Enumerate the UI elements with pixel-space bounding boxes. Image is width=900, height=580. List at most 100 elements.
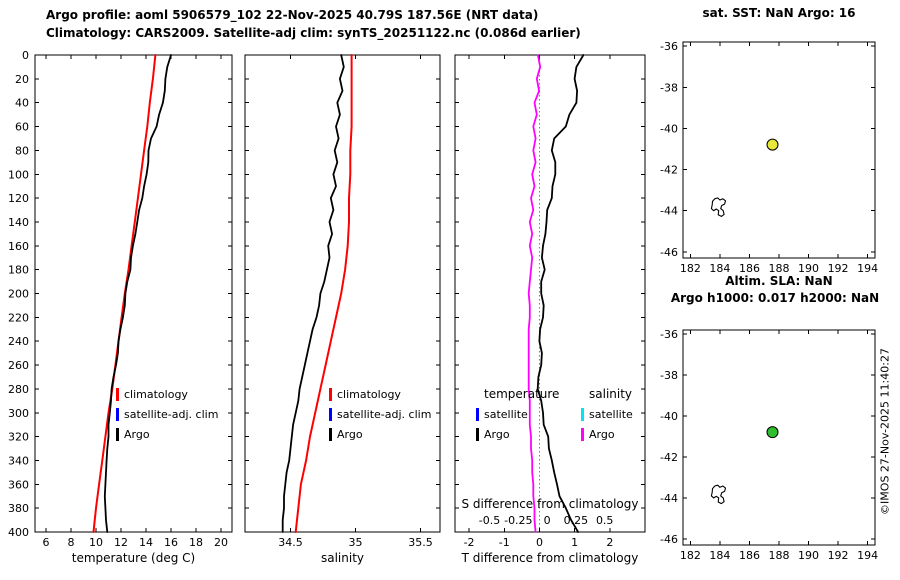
svg-text:35: 35 [349, 536, 363, 549]
svg-text:-0.5: -0.5 [479, 514, 500, 527]
svg-text:184: 184 [709, 262, 730, 275]
climatology-temperature-line [92, 54, 157, 533]
s-argo-line-swatch [581, 427, 584, 441]
svg-text:-0.25: -0.25 [504, 514, 532, 527]
svg-text:340: 340 [8, 454, 29, 467]
legend-label-s-satellite: satellite [589, 407, 633, 421]
legend-item-s-argo: Argo [581, 424, 633, 444]
t-difference-axis-label: T difference from climatology [461, 551, 639, 565]
climatology-line-swatch [116, 387, 119, 401]
sla-map: 182 184 186 188 190 192 194 -36 -38 -40 -42 -44 -46 [660, 328, 878, 562]
argo-temperature-line [103, 54, 172, 533]
legend-item-climatology: climatology [329, 384, 431, 404]
svg-text:100: 100 [8, 168, 29, 181]
svg-text:0.25: 0.25 [564, 514, 589, 527]
svg-text:12: 12 [114, 536, 128, 549]
t-satellite-line-swatch [476, 407, 479, 421]
svg-text:0.5: 0.5 [596, 514, 614, 527]
legend-item-s-satellite: satellite [581, 404, 633, 424]
coastline [710, 484, 727, 505]
svg-text:2: 2 [606, 536, 613, 549]
legend-item-argo: Argo [116, 424, 218, 444]
svg-text:188: 188 [769, 549, 790, 562]
temperature-panel: 6 8 10 12 14 16 18 2002040608010012014016018020… [8, 49, 233, 549]
svg-text:-46: -46 [660, 533, 678, 546]
svg-text:14: 14 [139, 536, 153, 549]
svg-text:190: 190 [798, 262, 819, 275]
svg-text:-44: -44 [660, 205, 678, 218]
difference-legend-temperature: temperature satellite Argo [476, 384, 559, 444]
climatology-line-swatch [329, 387, 332, 401]
legend-label-argo: Argo [124, 427, 150, 441]
salinity-panel: 34.5 35 35.5 [244, 54, 441, 549]
t-argo-line-swatch [476, 427, 479, 441]
s-difference-line [527, 54, 542, 533]
copyright-watermark: ©IMOS 27-Nov-2025 11:40:27 [878, 348, 892, 515]
svg-text:320: 320 [8, 431, 29, 444]
satellite-adj-clim-line-swatch [116, 407, 119, 421]
svg-text:300: 300 [8, 407, 29, 420]
svg-text:182: 182 [680, 262, 701, 275]
svg-text:6: 6 [43, 536, 50, 549]
svg-text:140: 140 [8, 216, 29, 229]
svg-text:-40: -40 [660, 122, 678, 135]
svg-text:120: 120 [8, 192, 29, 205]
svg-text:-1: -1 [499, 536, 510, 549]
s-difference-axis-label: S difference from climatology [461, 497, 639, 511]
svg-text:186: 186 [739, 262, 760, 275]
legend-item-t-argo: Argo [476, 424, 559, 444]
legend-label-climatology: climatology [337, 387, 401, 401]
svg-text:184: 184 [709, 549, 730, 562]
svg-text:260: 260 [8, 359, 29, 372]
legend-label-satellite-adj-clim: satellite-adj. clim [337, 407, 432, 421]
sla-map-title: Altim. SLA: NaN [725, 274, 833, 288]
svg-text:194: 194 [857, 262, 878, 275]
svg-text:20: 20 [15, 73, 29, 86]
salinity-legend: climatology satellite-adj. clim Argo [329, 384, 431, 444]
s-satellite-line-swatch [581, 407, 584, 421]
svg-text:8: 8 [68, 536, 75, 549]
svg-text:20: 20 [214, 536, 228, 549]
difference-legend-temperature-header: temperature [484, 387, 560, 401]
svg-text:-2: -2 [464, 536, 475, 549]
svg-text:-38: -38 [660, 81, 678, 94]
legend-label-satellite-adj-clim: satellite-adj. clim [124, 407, 219, 421]
svg-text:60: 60 [15, 121, 29, 134]
legend-item-argo: Argo [329, 424, 431, 444]
figure-title: Argo profile: aoml 5906579_102 22-Nov-20… [46, 8, 539, 22]
svg-text:240: 240 [8, 335, 29, 348]
svg-text:-42: -42 [660, 164, 678, 177]
svg-text:186: 186 [739, 549, 760, 562]
legend-item-satellite-adj-clim: satellite-adj. clim [329, 404, 431, 424]
svg-text:380: 380 [8, 502, 29, 515]
argo-float-marker [766, 426, 779, 439]
svg-text:34.5: 34.5 [278, 536, 303, 549]
svg-text:400: 400 [8, 526, 29, 539]
difference-panel: -2 -1 0 1 2 -0.5 -0.25 0 0.25 0.5 [454, 54, 646, 549]
legend-item-climatology: climatology [116, 384, 218, 404]
coastline [710, 197, 727, 217]
difference-legend-salinity-header: salinity [589, 387, 633, 401]
svg-text:360: 360 [8, 478, 29, 491]
svg-text:192: 192 [828, 262, 849, 275]
legend-item-t-satellite: satellite [476, 404, 559, 424]
legend-item-satellite-adj-clim: satellite-adj. clim [116, 404, 218, 424]
argo-salinity-line [281, 54, 345, 533]
legend-label-t-argo: Argo [484, 427, 510, 441]
argo-float-marker [766, 138, 779, 151]
argo-line-swatch [329, 427, 332, 441]
svg-text:0: 0 [544, 514, 551, 527]
svg-text:-36: -36 [660, 40, 678, 53]
svg-text:-36: -36 [660, 328, 678, 341]
svg-text:192: 192 [828, 549, 849, 562]
argo-line-swatch [116, 427, 119, 441]
temperature-axis-label: temperature (deg C) [71, 551, 196, 565]
legend-label-argo: Argo [337, 427, 363, 441]
temperature-legend: climatology satellite-adj. clim Argo [116, 384, 218, 444]
figure-subtitle: Climatology: CARS2009. Satellite-adj cli… [46, 26, 581, 40]
svg-text:35.5: 35.5 [408, 536, 433, 549]
legend-label-s-argo: Argo [589, 427, 615, 441]
svg-text:280: 280 [8, 383, 29, 396]
legend-label-t-satellite: satellite [484, 407, 528, 421]
svg-text:10: 10 [89, 536, 103, 549]
